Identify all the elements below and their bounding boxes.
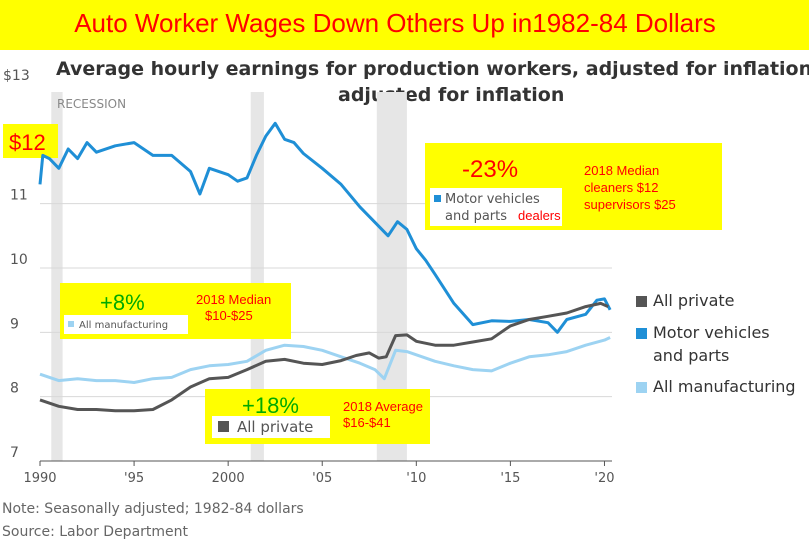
manufacturing-change-label: +8%	[100, 290, 145, 315]
legend-label-all-manufacturing: All manufacturing	[653, 377, 796, 396]
y-tick-label-top: $13	[3, 68, 30, 84]
start-value-label: $12	[9, 130, 46, 155]
motor-inline-label-line2: and parts	[445, 209, 507, 224]
motor-median-line3: supervisors $25	[584, 197, 676, 212]
motor-change-label: -23%	[462, 156, 518, 183]
legend-item-all-private: All private	[636, 291, 735, 310]
x-tick-label-2020: '20	[594, 471, 614, 486]
y-tick-label-8: 8	[10, 381, 19, 397]
series-line-all-private	[39, 301, 609, 413]
series-line-all-manufacturing	[39, 336, 611, 384]
annotation-labels: $12 -23% Motor vehicles and parts dealer…	[9, 130, 676, 438]
recession-band-0	[51, 92, 63, 461]
legend-swatch-motor-vehicles	[636, 328, 647, 339]
manufacturing-median-line1: 2018 Median	[196, 292, 271, 307]
legend-label-all-private: All private	[653, 291, 735, 310]
motor-median-line2: cleaners $12	[584, 180, 658, 195]
x-tick-label-2000: 2000	[212, 471, 245, 486]
motor-inline-swatch	[434, 195, 441, 202]
private-avg-line2: $16-$41	[343, 415, 391, 430]
manufacturing-inline-legend-bg	[64, 315, 188, 334]
y-tick-label-7: 7	[10, 445, 19, 461]
motor-inline-legend-bg	[430, 188, 562, 226]
footer-note: Note: Seasonally adjusted; 1982-84 dolla…	[2, 501, 304, 517]
legend-swatch-all-manufacturing	[636, 382, 647, 393]
private-inline-swatch	[218, 421, 229, 432]
legend-swatch-all-private	[636, 296, 647, 307]
series-lines	[38, 121, 612, 413]
x-tick-label-2015: '15	[500, 471, 520, 486]
chart-title: Average hourly earnings for production w…	[56, 58, 809, 80]
x-tick-label-2005: '05	[312, 471, 332, 486]
legend-item-all-manufacturing: All manufacturing	[636, 377, 796, 396]
legend-item-motor-vehicles-line2: and parts	[653, 346, 729, 365]
x-tick-label-1990: 1990	[23, 471, 56, 486]
y-tick-label-9: 9	[10, 316, 19, 332]
legend-label-motor-vehicles: Motor vehicles	[653, 323, 770, 342]
motor-inline-label-line1: Motor vehicles	[445, 192, 540, 207]
recession-band-1	[250, 92, 264, 461]
x-tick-label-2010: '10	[406, 471, 426, 486]
legend-label-motor-vehicles-line2: and parts	[653, 346, 730, 365]
legend-item-motor-vehicles: Motor vehicles	[636, 323, 770, 342]
footer-source: Source: Labor Department	[2, 524, 189, 540]
private-inline-label: All private	[237, 418, 313, 436]
x-tick-label-1995: '95	[124, 471, 144, 486]
manufacturing-inline-swatch	[68, 321, 74, 327]
private-inline-legend-bg	[212, 416, 330, 438]
series-line-motor-vehicles-and-parts	[38, 121, 612, 334]
private-change-label: +18%	[242, 393, 299, 418]
y-tick-label-11: 11	[10, 188, 28, 204]
axes: 1990 '95 2000 '05 '10 '15 '20 7 8 9 10 11 $13	[3, 68, 615, 486]
recession-label: RECESSION	[57, 97, 126, 111]
motor-median-line1: 2018 Median	[584, 163, 659, 178]
start-value-box	[3, 124, 58, 158]
private-avg-line1: 2018 Average	[343, 399, 423, 414]
banner: Auto Worker Wages Down Others Up in1982-…	[0, 0, 809, 50]
manufacturing-inline-label: All manufacturing	[79, 320, 168, 331]
motor-inline-dealers: dealers	[518, 208, 561, 223]
y-tick-label-10: 10	[10, 252, 28, 268]
banner-title: Auto Worker Wages Down Others Up in1982-…	[74, 8, 716, 38]
manufacturing-median-line2: $10-$25	[205, 308, 253, 323]
